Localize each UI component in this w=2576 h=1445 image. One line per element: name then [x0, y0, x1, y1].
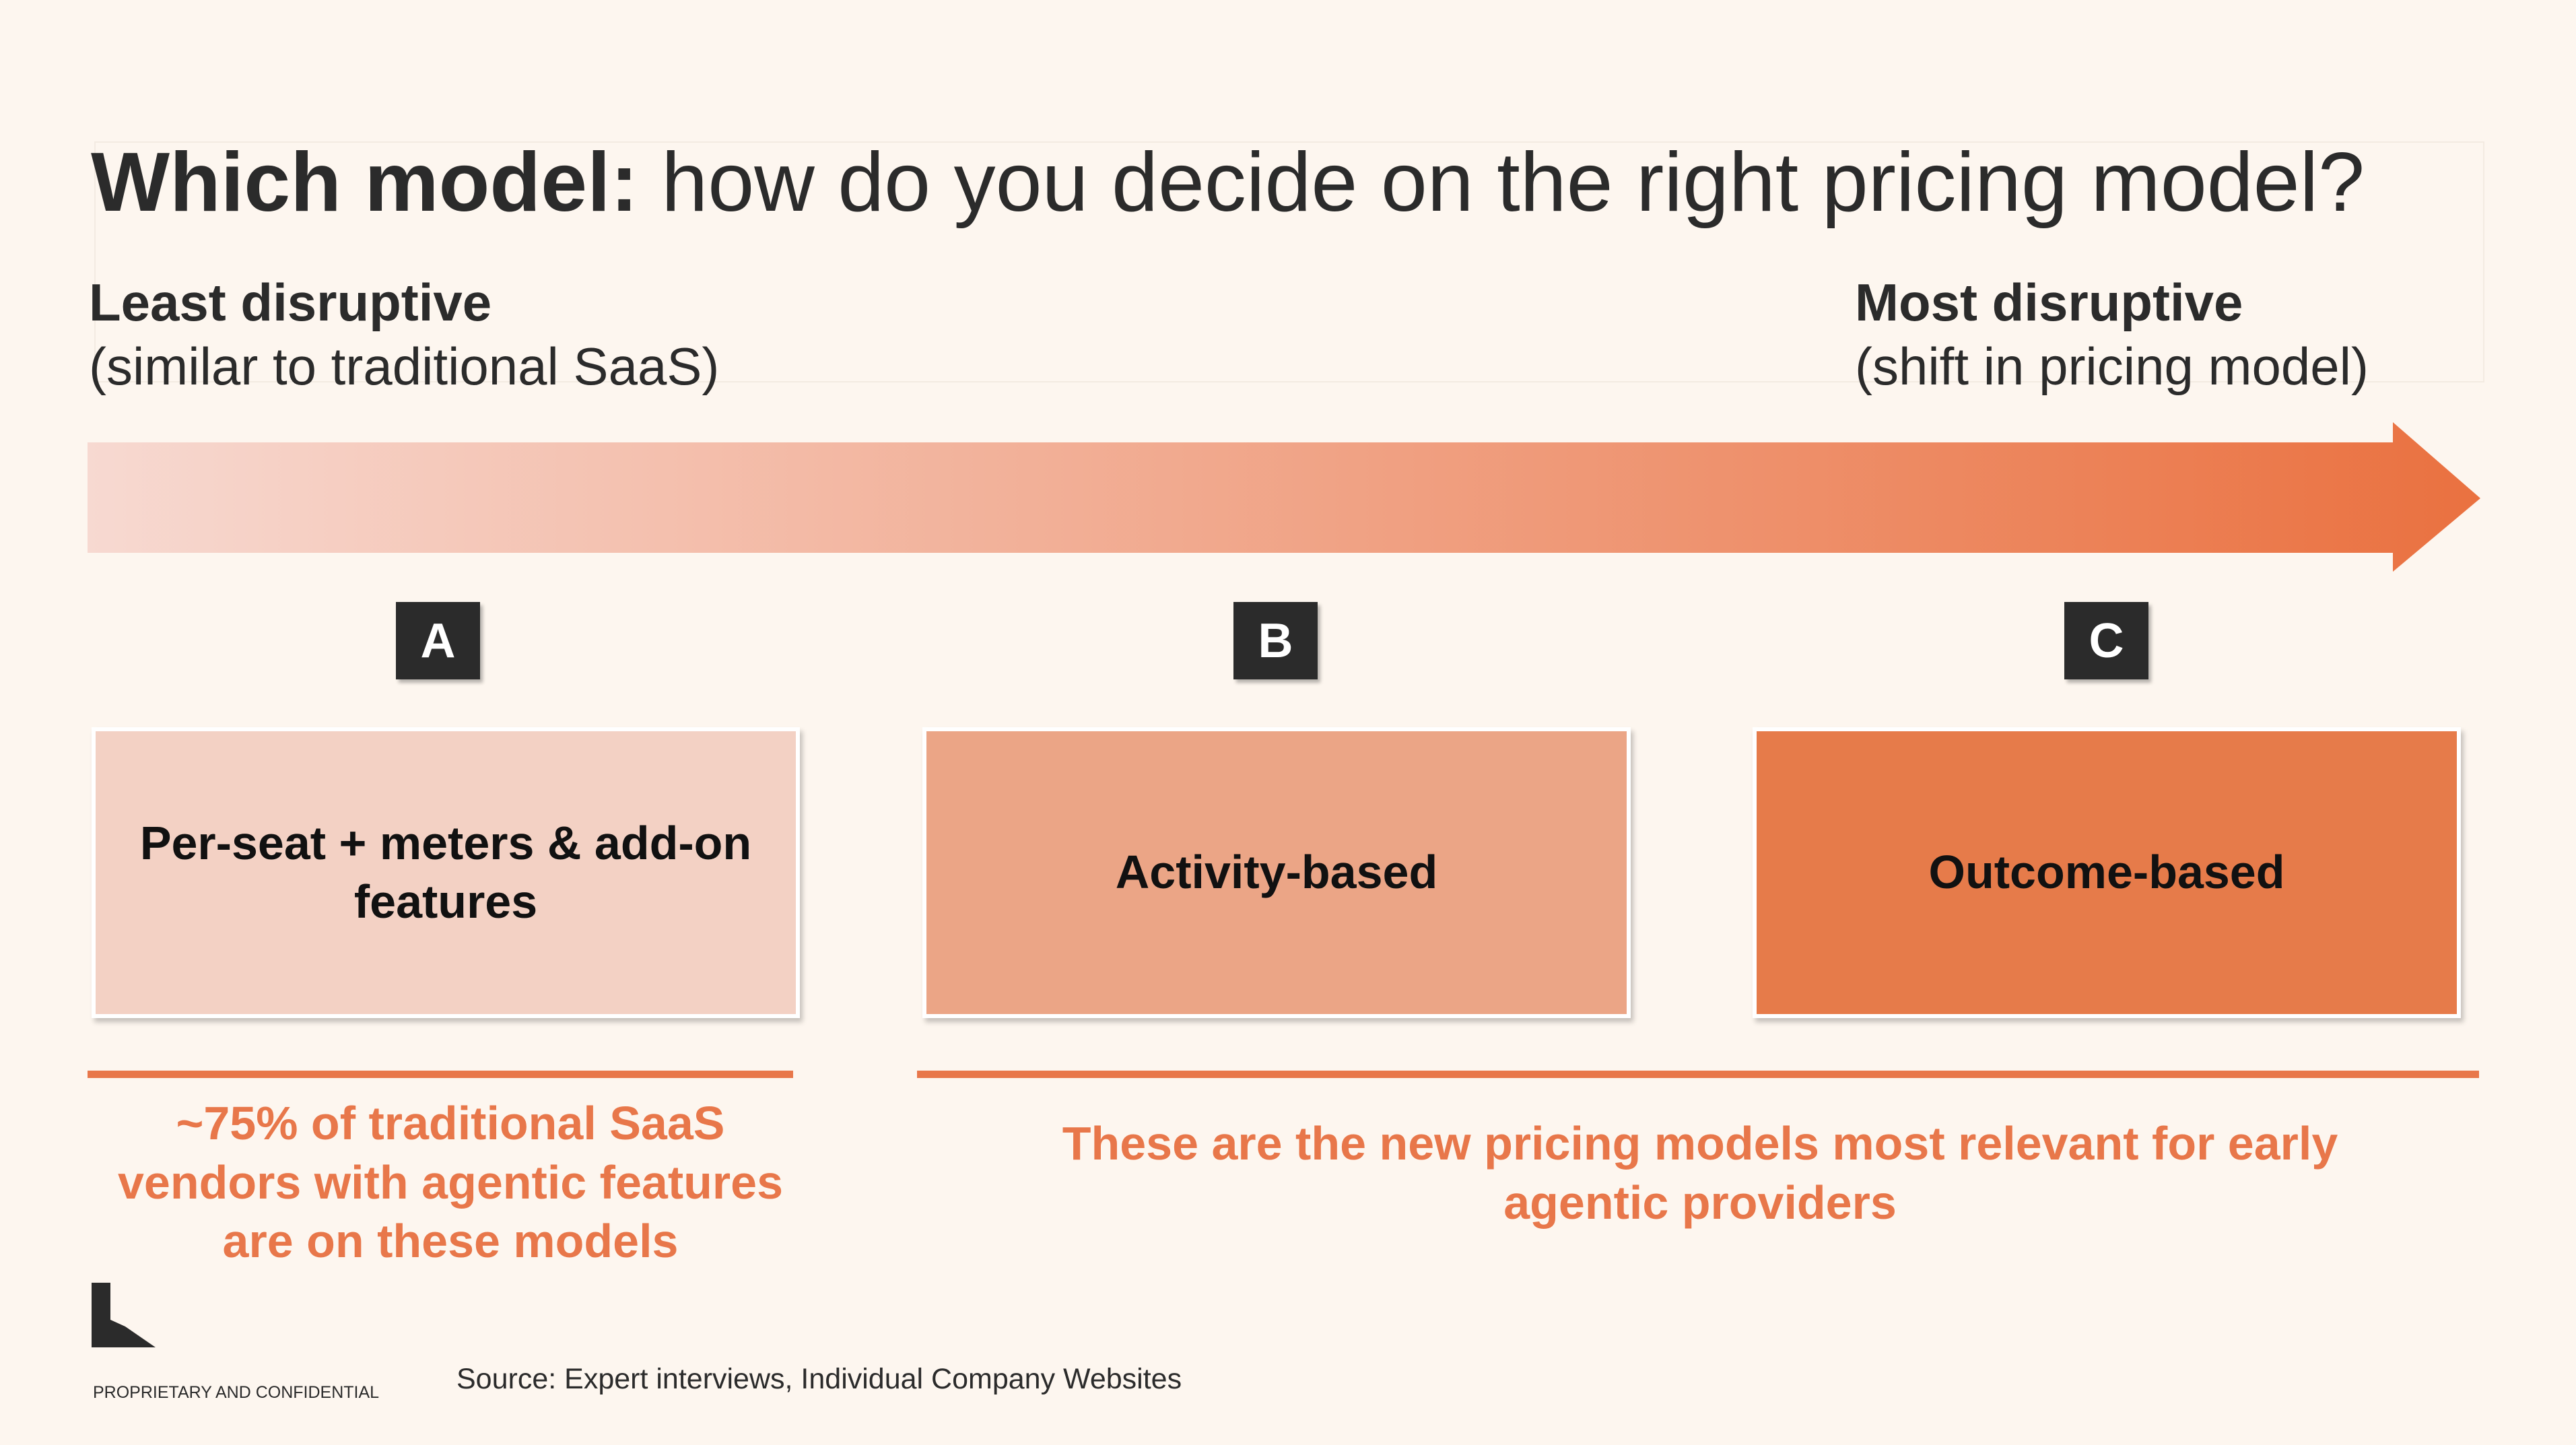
- badge-c: C: [2064, 602, 2148, 679]
- model-box-outcome-based: Outcome-based: [1753, 727, 2461, 1018]
- page-title: Which model: how do you decide on the ri…: [91, 135, 2365, 231]
- model-label-activity-based: Activity-based: [1115, 846, 1438, 899]
- arrow-shape: [88, 422, 2480, 572]
- badge-a: A: [396, 602, 480, 679]
- confidential-label: PROPRIETARY AND CONFIDENTIAL: [93, 1383, 380, 1402]
- model-label-per-seat: Per-seat + meters & add-on features: [139, 816, 752, 929]
- page-title-bold: Which model:: [91, 136, 638, 229]
- title-frame: [94, 141, 2484, 382]
- badge-b: B: [1233, 602, 1318, 679]
- least-disruptive-subtext: (similar to traditional SaaS): [89, 337, 720, 397]
- model-box-per-seat: Per-seat + meters & add-on features: [92, 727, 800, 1018]
- new-models-note: These are the new pricing models most re…: [1062, 1117, 2338, 1229]
- source-note: Source: Expert interviews, Individual Co…: [456, 1363, 1182, 1395]
- left-divider-rule: [88, 1071, 793, 1078]
- page-title-rest: how do you decide on the right pricing m…: [638, 136, 2365, 229]
- right-divider-rule: [917, 1071, 2479, 1078]
- model-label-outcome-based: Outcome-based: [1928, 846, 2285, 899]
- company-logo-icon: [92, 1283, 156, 1347]
- traditional-saas-note: ~75% of traditional SaaS vendors with ag…: [117, 1097, 784, 1267]
- model-box-activity-based: Activity-based: [922, 727, 1631, 1018]
- most-disruptive-heading: Most disruptive: [1855, 273, 2243, 332]
- most-disruptive-label: Most disruptive (shift in pricing model): [1855, 271, 2369, 399]
- least-disruptive-heading: Least disruptive: [89, 273, 492, 332]
- disruption-arrow: [88, 422, 2480, 572]
- most-disruptive-subtext: (shift in pricing model): [1855, 337, 2369, 397]
- least-disruptive-label: Least disruptive (similar to traditional…: [89, 271, 719, 399]
